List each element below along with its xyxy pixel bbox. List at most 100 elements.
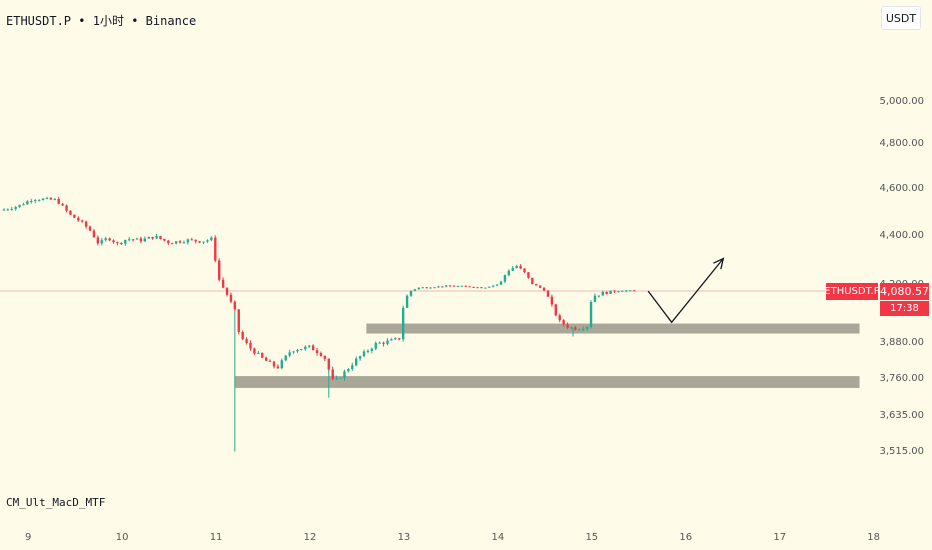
candle-body (546, 290, 550, 297)
candle-body (190, 239, 193, 241)
candle-body (347, 369, 350, 372)
candle-body (409, 290, 413, 296)
candle-body (315, 350, 319, 354)
candle-body (217, 260, 221, 280)
candle-body (167, 240, 170, 244)
candle-body (448, 285, 452, 287)
candle-body (92, 230, 96, 238)
candle-body (73, 214, 76, 218)
candle-body (210, 237, 213, 241)
candle-body (550, 296, 554, 305)
candle-body (468, 286, 471, 288)
candle-body (417, 287, 421, 290)
candle-body (124, 239, 127, 244)
candle-body (253, 348, 256, 354)
time-tick-label: 9 (25, 532, 31, 543)
candle-body (155, 235, 158, 239)
candle-body (558, 315, 561, 321)
support-zone-1 (366, 323, 860, 334)
price-tick-label: 4,600.00 (879, 183, 924, 194)
candle-body (100, 240, 103, 244)
support-zone-2 (234, 376, 860, 388)
candle-body (186, 239, 190, 243)
candle-body (49, 197, 53, 200)
candle-body (300, 349, 303, 351)
candle-body (515, 265, 518, 269)
candle-body (245, 339, 248, 343)
candle-body (159, 235, 162, 239)
candle-body (398, 338, 401, 340)
candle-body (284, 355, 287, 361)
price-tick-label: 3,880.00 (879, 337, 924, 348)
candle-body (264, 357, 268, 361)
candle-body (578, 329, 581, 331)
last-price-label: ETHUSDT.P 4,080.57 17:38 (824, 283, 929, 316)
symbol-name[interactable]: ETHUSDT.P (6, 14, 72, 28)
time-tick-label: 14 (492, 532, 505, 543)
candle-body (476, 287, 479, 289)
candle-body (499, 281, 503, 285)
candle-body (65, 205, 68, 211)
candle-body (401, 307, 405, 340)
time-axis[interactable]: 9 10 11 12 13 14 15 16 17 18 (25, 532, 880, 543)
candle-body (151, 236, 154, 239)
candle-body (80, 220, 84, 222)
candle-body (22, 204, 25, 206)
candle-body (308, 345, 311, 347)
candle-body (311, 345, 315, 351)
price-axis[interactable]: 5,000.004,800.004,600.004,400.004,200.00… (879, 96, 924, 457)
candle-body (382, 342, 385, 344)
projection-path (647, 258, 724, 324)
symbol-header[interactable]: ETHUSDT.P • 1小时 • Binance (6, 12, 196, 29)
candle-body (34, 200, 37, 202)
candle-body (331, 369, 334, 380)
candle-body (261, 352, 264, 358)
indicator-label[interactable]: CM_Ult_MacD_MTF (6, 496, 106, 509)
candle-body (574, 327, 577, 330)
time-tick-label: 15 (585, 532, 598, 543)
candle-body (198, 241, 201, 243)
candle-body (601, 291, 604, 296)
candle-body (229, 294, 233, 302)
candle-body (257, 352, 260, 354)
candle-body (174, 241, 178, 244)
candle-body (37, 200, 41, 202)
candle-body (280, 360, 284, 369)
candle-body (495, 284, 499, 286)
candle-body (605, 291, 608, 294)
price-tick-label: 4,800.00 (879, 138, 924, 149)
price-label-symbol: ETHUSDT.P (824, 283, 880, 300)
candle-body (354, 358, 358, 366)
candle-body (484, 287, 487, 289)
candle-body (14, 206, 17, 209)
currency-button[interactable]: USDT (881, 6, 921, 30)
candle-body (566, 324, 569, 328)
candle-body (491, 285, 495, 287)
candle-body (135, 238, 139, 240)
candle-body (437, 286, 440, 288)
candle-body (61, 203, 64, 206)
candle-body (108, 238, 111, 241)
candle-body (523, 268, 526, 273)
candle-body (351, 365, 354, 370)
candle-body (632, 290, 636, 292)
candle-body (585, 326, 589, 329)
candle-body (57, 198, 60, 204)
candle-body (593, 295, 597, 303)
candle-body (433, 287, 436, 289)
candle-body (88, 226, 92, 231)
candle-body (362, 351, 366, 357)
time-tick-label: 18 (867, 532, 880, 543)
exchange-label: Binance (145, 14, 197, 28)
candle-body (613, 290, 616, 292)
candle-body (554, 304, 558, 316)
candle-body (143, 238, 147, 242)
time-tick-label: 11 (210, 532, 223, 543)
interval-label[interactable]: 1小时 (92, 14, 124, 28)
candle-body (378, 342, 381, 344)
candle-body (41, 198, 45, 201)
candle-body (206, 240, 209, 242)
candle-body (292, 351, 295, 353)
